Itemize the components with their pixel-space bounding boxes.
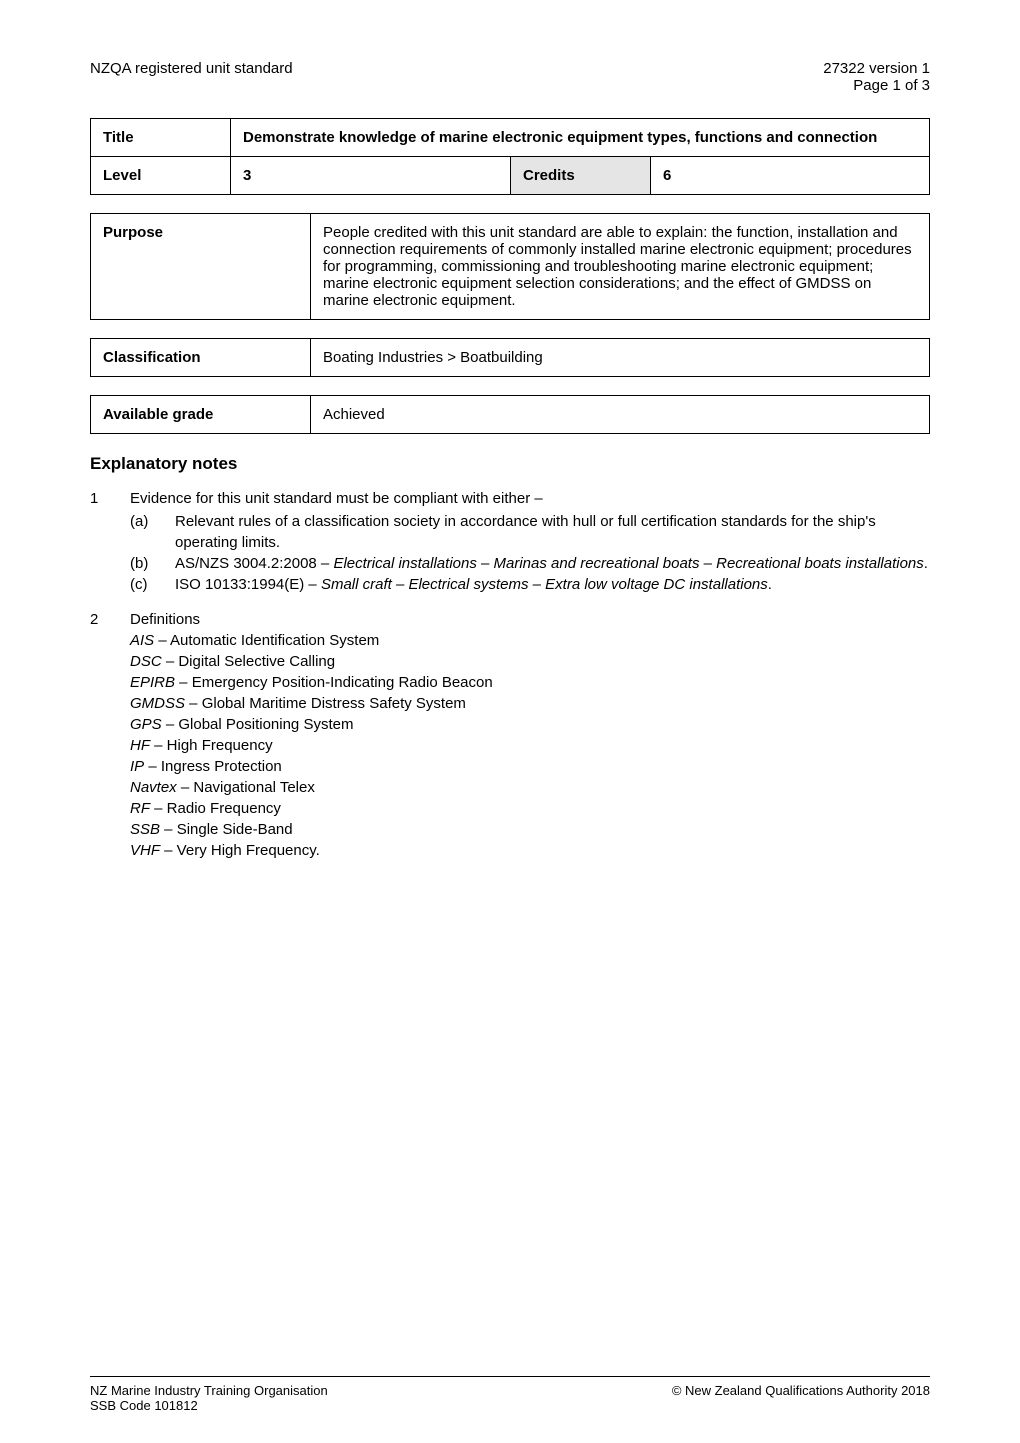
definition-desc: – Very High Frequency.	[160, 842, 320, 859]
classification-table: Classification Boating Industries > Boat…	[90, 338, 930, 377]
purpose-table: Purpose People credited with this unit s…	[90, 213, 930, 320]
note-1-number: 1	[90, 488, 130, 595]
page-header: NZQA registered unit standard 27322 vers…	[90, 60, 930, 94]
definition-term: Navtex	[130, 779, 177, 796]
subitem-text: Relevant rules of a classification socie…	[175, 511, 930, 553]
footer-org: NZ Marine Industry Training Organisation	[90, 1383, 328, 1398]
subitem-letter: (a)	[130, 511, 175, 553]
header-right: 27322 version 1 Page 1 of 3	[823, 60, 930, 94]
definition-row: IP – Ingress Protection	[130, 756, 930, 777]
note-1-intro: Evidence for this unit standard must be …	[130, 488, 930, 509]
credits-value-cell: 6	[651, 157, 930, 195]
definition-desc: – High Frequency	[150, 737, 273, 754]
purpose-text-cell: People credited with this unit standard …	[311, 214, 930, 320]
definition-desc: – Radio Frequency	[150, 800, 281, 817]
level-label-cell: Level	[91, 157, 231, 195]
definition-term: EPIRB	[130, 674, 175, 691]
definition-term: DSC	[130, 653, 162, 670]
classification-label-cell: Classification	[91, 339, 311, 377]
title-text-cell: Demonstrate knowledge of marine electron…	[231, 119, 930, 157]
subitem-letter: (b)	[130, 553, 175, 574]
definition-term: IP	[130, 758, 144, 775]
definition-term: GMDSS	[130, 695, 185, 712]
subitem-text: AS/NZS 3004.2:2008 – Electrical installa…	[175, 553, 930, 574]
note-1-subitem: (c)ISO 10133:1994(E) – Small craft – Ele…	[130, 574, 930, 595]
definition-desc: – Ingress Protection	[144, 758, 282, 775]
definition-desc: – Navigational Telex	[177, 779, 315, 796]
definition-row: SSB – Single Side-Band	[130, 819, 930, 840]
purpose-label-cell: Purpose	[91, 214, 311, 320]
note-2-number: 2	[90, 609, 130, 861]
note-2: 2 Definitions AIS – Automatic Identifica…	[90, 609, 930, 861]
definition-row: Navtex – Navigational Telex	[130, 777, 930, 798]
available-label-cell: Available grade	[91, 396, 311, 434]
definition-term: VHF	[130, 842, 160, 859]
subitem-letter: (c)	[130, 574, 175, 595]
credits-label-cell: Credits	[511, 157, 651, 195]
definition-row: EPIRB – Emergency Position-Indicating Ra…	[130, 672, 930, 693]
note-1-subitem: (a)Relevant rules of a classification so…	[130, 511, 930, 553]
definition-desc: – Single Side-Band	[160, 821, 293, 838]
definition-desc: – Global Maritime Distress Safety System	[185, 695, 466, 712]
subitem-text: ISO 10133:1994(E) – Small craft – Electr…	[175, 574, 930, 595]
definition-desc: – Digital Selective Calling	[162, 653, 335, 670]
definition-term: SSB	[130, 821, 160, 838]
footer-right: © New Zealand Qualifications Authority 2…	[672, 1383, 930, 1413]
definition-row: DSC – Digital Selective Calling	[130, 651, 930, 672]
definition-desc: – Global Positioning System	[162, 716, 354, 733]
definition-row: RF – Radio Frequency	[130, 798, 930, 819]
definition-row: GPS – Global Positioning System	[130, 714, 930, 735]
available-grade-table: Available grade Achieved	[90, 395, 930, 434]
definition-term: RF	[130, 800, 150, 817]
definition-row: AIS – Automatic Identification System	[130, 630, 930, 651]
definition-row: HF – High Frequency	[130, 735, 930, 756]
header-page-number: Page 1 of 3	[823, 77, 930, 94]
definition-row: GMDSS – Global Maritime Distress Safety …	[130, 693, 930, 714]
definition-desc: – Emergency Position-Indicating Radio Be…	[175, 674, 493, 691]
footer-left: NZ Marine Industry Training Organisation…	[90, 1383, 328, 1413]
available-text-cell: Achieved	[311, 396, 930, 434]
definition-desc: – Automatic Identification System	[154, 632, 379, 649]
definition-row: VHF – Very High Frequency.	[130, 840, 930, 861]
title-label-cell: Title	[91, 119, 231, 157]
definition-term: GPS	[130, 716, 162, 733]
header-left: NZQA registered unit standard	[90, 60, 293, 77]
note-2-heading: Definitions	[130, 609, 930, 630]
title-table: Title Demonstrate knowledge of marine el…	[90, 118, 930, 195]
level-value-cell: 3	[231, 157, 511, 195]
page-footer: NZ Marine Industry Training Organisation…	[90, 1376, 930, 1413]
definition-term: HF	[130, 737, 150, 754]
classification-text-cell: Boating Industries > Boatbuilding	[311, 339, 930, 377]
definition-term: AIS	[130, 632, 154, 649]
header-version: 27322 version 1	[823, 60, 930, 77]
note-1: 1 Evidence for this unit standard must b…	[90, 488, 930, 595]
note-1-subitem: (b)AS/NZS 3004.2:2008 – Electrical insta…	[130, 553, 930, 574]
footer-ssb: SSB Code 101812	[90, 1398, 328, 1413]
explanatory-heading: Explanatory notes	[90, 454, 930, 474]
